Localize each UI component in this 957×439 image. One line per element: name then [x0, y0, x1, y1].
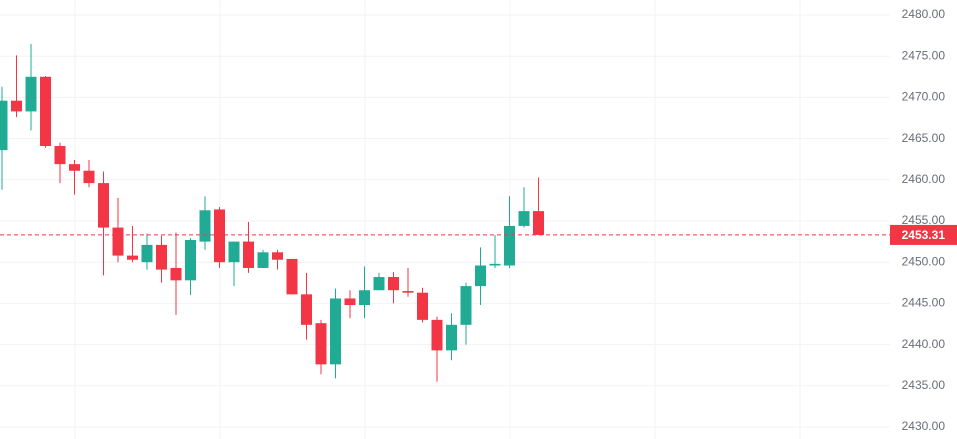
y-tick-label: 2430.00	[902, 419, 946, 433]
candle-body	[141, 244, 153, 263]
candle-body	[243, 241, 254, 268]
candle-body	[460, 286, 472, 325]
candle-body	[40, 76, 51, 147]
candle-body	[83, 170, 95, 184]
y-tick-label: 2440.00	[902, 337, 946, 351]
y-tick-label: 2435.00	[902, 378, 946, 392]
candle-body	[402, 291, 414, 293]
candle-body	[272, 252, 283, 260]
candle-body	[112, 227, 124, 256]
y-tick-label: 2450.00	[902, 254, 946, 268]
candle-body	[257, 252, 269, 268]
y-tick-label: 2475.00	[902, 48, 946, 62]
candle-body	[301, 294, 312, 325]
y-tick-label: 2460.00	[902, 172, 946, 186]
candle-body	[98, 183, 109, 228]
candle-body	[417, 292, 428, 320]
candle-body	[25, 76, 37, 112]
last-price-tag	[890, 224, 957, 245]
candle-body	[156, 244, 167, 270]
candle-body	[330, 298, 341, 365]
candle-body	[11, 100, 22, 112]
candle-body	[54, 146, 66, 165]
candle-body	[518, 211, 530, 226]
candle-body	[185, 239, 196, 281]
candle-body	[69, 164, 80, 171]
candle-body	[504, 225, 515, 266]
candle-body	[359, 290, 370, 306]
y-tick-label: 2455.00	[902, 213, 946, 227]
y-tick-label: 2465.00	[902, 131, 946, 145]
last-price-label: 2453.31	[902, 228, 946, 242]
candle-body	[475, 265, 486, 287]
candle-body	[533, 211, 544, 235]
y-tick-label: 2470.00	[902, 90, 946, 104]
y-tick-label: 2445.00	[902, 296, 946, 310]
candle-body	[127, 255, 138, 260]
candle-body	[344, 298, 356, 306]
candle-body	[431, 319, 443, 351]
candle-body	[199, 210, 211, 242]
candle-body	[170, 267, 182, 281]
candle-body	[446, 324, 457, 351]
candle-body	[315, 323, 327, 365]
candle-body	[286, 258, 298, 295]
candle-body	[214, 209, 225, 263]
candle-body	[388, 277, 399, 291]
candle-body	[373, 277, 385, 291]
y-tick-label: 2480.00	[902, 7, 946, 21]
candle-body	[489, 263, 501, 266]
candle-body	[0, 100, 8, 151]
candle-body	[228, 241, 240, 263]
